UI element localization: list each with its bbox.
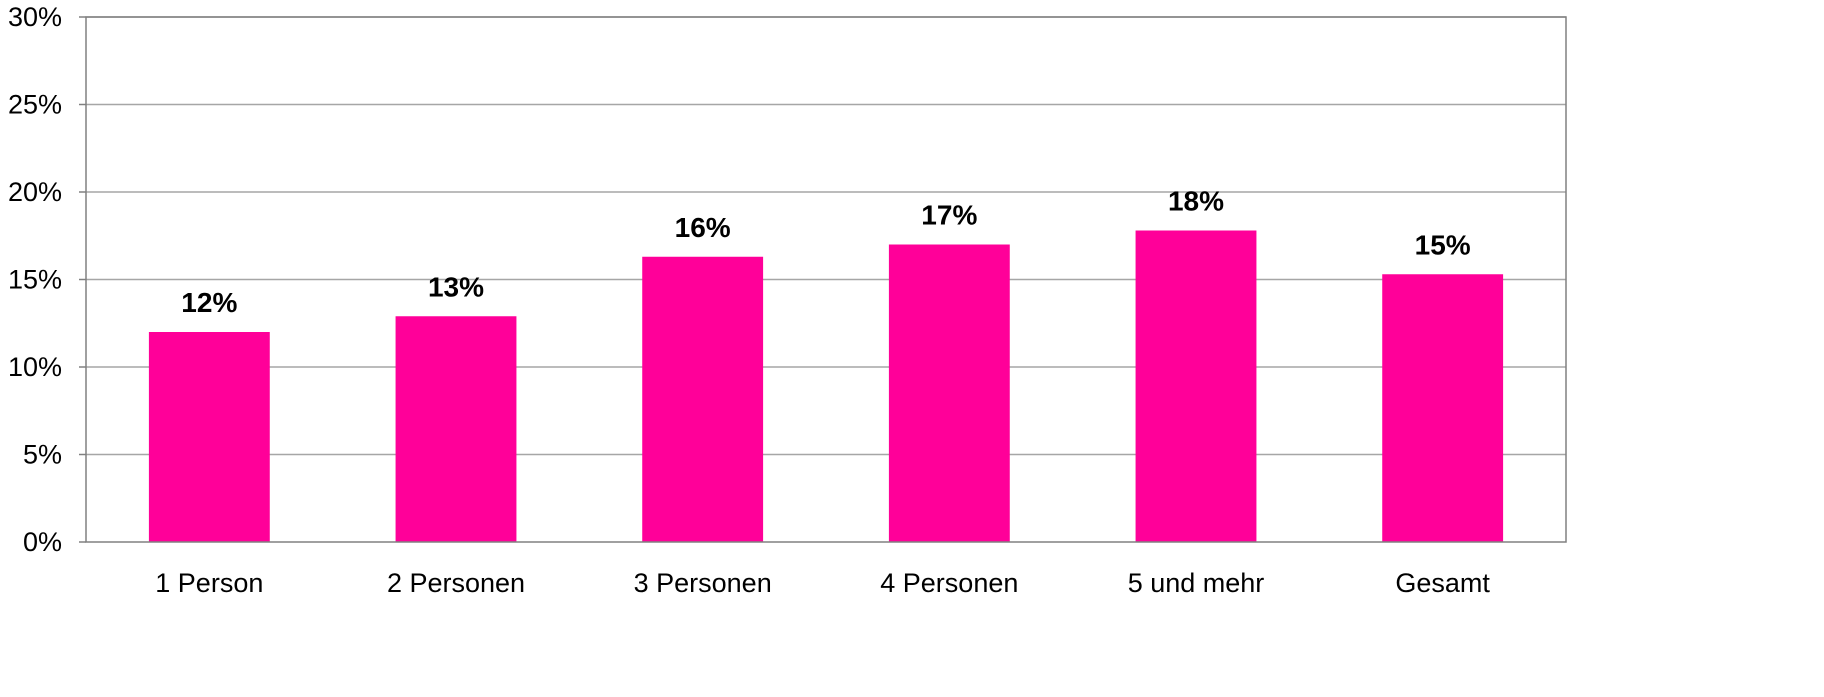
data-label: 15% bbox=[1415, 229, 1471, 260]
bars bbox=[148, 230, 1504, 542]
bar bbox=[888, 244, 1010, 542]
data-label: 18% bbox=[1168, 186, 1224, 217]
bar bbox=[395, 316, 517, 542]
bar bbox=[1135, 230, 1257, 542]
x-category-label: Gesamt bbox=[1395, 568, 1490, 598]
x-category-label: 3 Personen bbox=[634, 568, 772, 598]
y-tick-label: 25% bbox=[8, 90, 62, 120]
y-tick-label: 15% bbox=[8, 265, 62, 295]
bar bbox=[642, 256, 764, 542]
data-label: 16% bbox=[675, 212, 731, 243]
x-category-label: 2 Personen bbox=[387, 568, 525, 598]
bar bbox=[1382, 274, 1504, 542]
y-tick-label: 5% bbox=[23, 440, 62, 470]
y-tick-label: 0% bbox=[23, 527, 62, 557]
bar bbox=[148, 332, 270, 542]
y-tick-label: 20% bbox=[8, 177, 62, 207]
data-label: 13% bbox=[428, 271, 484, 302]
gridlines bbox=[86, 16, 1566, 456]
labels: 0% 5% 10% 15% 20% 25% 30% 12% 1 Person 13% 2 Perso… bbox=[8, 2, 1490, 598]
x-category-label: 4 Personen bbox=[880, 568, 1018, 598]
plot-area-border bbox=[85, 16, 1567, 543]
y-tick-label: 30% bbox=[8, 2, 62, 32]
x-category-label: 1 Person bbox=[155, 568, 263, 598]
axes bbox=[79, 16, 1567, 543]
data-label: 12% bbox=[181, 287, 237, 318]
x-category-label: 5 und mehr bbox=[1128, 568, 1265, 598]
data-label: 17% bbox=[921, 200, 977, 231]
y-tick-label: 10% bbox=[8, 352, 62, 382]
